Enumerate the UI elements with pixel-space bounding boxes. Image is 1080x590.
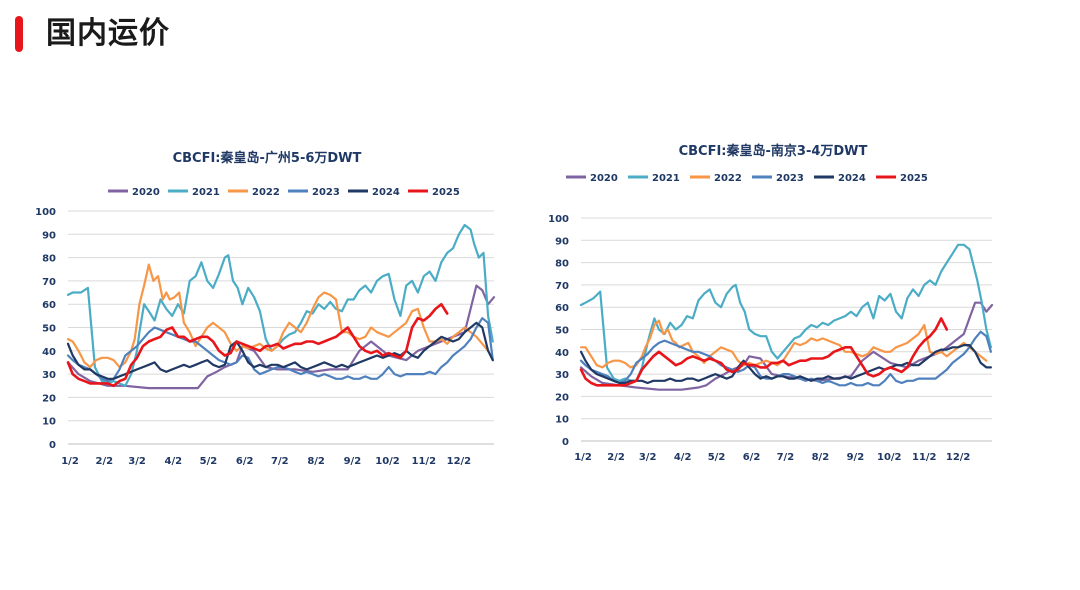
x-tick-label: 4/2 bbox=[165, 456, 183, 467]
legend-label-2023: 2023 bbox=[776, 173, 804, 184]
x-tick-label: 10/2 bbox=[877, 452, 902, 463]
x-tick-label: 3/2 bbox=[128, 456, 146, 467]
y-tick-label: 0 bbox=[49, 440, 56, 451]
x-tick-label: 12/2 bbox=[946, 452, 971, 463]
series-line-2022 bbox=[66, 263, 490, 369]
x-tick-label: 10/2 bbox=[375, 456, 400, 467]
legend-label-2023: 2023 bbox=[312, 187, 340, 198]
x-tick-label: 2/2 bbox=[607, 452, 625, 463]
y-tick-label: 80 bbox=[555, 259, 569, 270]
y-tick-label: 50 bbox=[555, 326, 569, 337]
x-tick-label: 5/2 bbox=[200, 456, 218, 467]
y-tick-label: 70 bbox=[555, 281, 569, 292]
page-title: 国内运价 bbox=[46, 16, 170, 51]
legend-label-2021: 2021 bbox=[652, 173, 680, 184]
x-tick-label: 6/2 bbox=[743, 452, 761, 463]
x-tick-label: 2/2 bbox=[95, 456, 113, 467]
x-tick-label: 6/2 bbox=[236, 456, 254, 467]
y-tick-label: 60 bbox=[42, 300, 56, 311]
legend-label-2020: 2020 bbox=[132, 187, 160, 198]
legend-label-2020: 2020 bbox=[590, 173, 618, 184]
x-tick-label: 7/2 bbox=[777, 452, 795, 463]
y-tick-label: 30 bbox=[42, 370, 56, 381]
y-tick-label: 60 bbox=[555, 303, 569, 314]
y-tick-label: 70 bbox=[42, 277, 56, 288]
legend-label-2021: 2021 bbox=[192, 187, 220, 198]
x-tick-label: 1/2 bbox=[61, 456, 79, 467]
y-tick-label: 30 bbox=[555, 370, 569, 381]
x-tick-label: 9/2 bbox=[344, 456, 362, 467]
legend-label-2022: 2022 bbox=[714, 173, 742, 184]
legend-label-2024: 2024 bbox=[838, 173, 866, 184]
x-tick-label: 5/2 bbox=[708, 452, 726, 463]
y-tick-label: 20 bbox=[555, 392, 569, 403]
y-tick-label: 80 bbox=[42, 254, 56, 265]
y-tick-label: 10 bbox=[42, 417, 56, 428]
series-line-2021 bbox=[66, 223, 494, 387]
legend-label-2025: 2025 bbox=[900, 173, 928, 184]
x-tick-label: 8/2 bbox=[307, 456, 325, 467]
x-tick-label: 3/2 bbox=[639, 452, 657, 463]
y-tick-label: 40 bbox=[42, 347, 56, 358]
legend-label-2022: 2022 bbox=[252, 187, 280, 198]
chart-title: CBCFI:秦皇岛-广州5-6万DWT bbox=[173, 150, 362, 166]
chart-title: CBCFI:秦皇岛-南京3-4万DWT bbox=[679, 143, 868, 159]
y-tick-label: 0 bbox=[562, 437, 569, 448]
x-tick-label: 11/2 bbox=[412, 456, 437, 467]
x-tick-label: 8/2 bbox=[812, 452, 830, 463]
y-tick-label: 20 bbox=[42, 393, 56, 404]
y-tick-label: 100 bbox=[35, 207, 56, 218]
x-tick-label: 4/2 bbox=[674, 452, 692, 463]
y-tick-label: 90 bbox=[555, 236, 569, 247]
x-tick-label: 12/2 bbox=[447, 456, 472, 467]
y-tick-label: 50 bbox=[42, 324, 56, 335]
y-tick-label: 10 bbox=[555, 415, 569, 426]
y-tick-label: 100 bbox=[548, 214, 569, 225]
x-tick-label: 11/2 bbox=[912, 452, 937, 463]
legend-label-2024: 2024 bbox=[372, 187, 400, 198]
y-tick-label: 40 bbox=[555, 348, 569, 359]
series-line-2021 bbox=[579, 243, 992, 382]
x-tick-label: 7/2 bbox=[271, 456, 289, 467]
series-line-2023 bbox=[579, 330, 992, 387]
y-tick-label: 90 bbox=[42, 230, 56, 241]
gridlines bbox=[581, 217, 992, 442]
series-line-2024 bbox=[579, 344, 992, 385]
series-line-2025 bbox=[66, 302, 449, 388]
series-line-2024 bbox=[66, 321, 494, 380]
legend-label-2025: 2025 bbox=[432, 187, 460, 198]
series-line-2020 bbox=[66, 284, 496, 390]
series-line-2025 bbox=[579, 317, 949, 387]
x-tick-label: 9/2 bbox=[847, 452, 865, 463]
x-tick-label: 1/2 bbox=[574, 452, 592, 463]
title-accent-bar bbox=[15, 16, 23, 52]
